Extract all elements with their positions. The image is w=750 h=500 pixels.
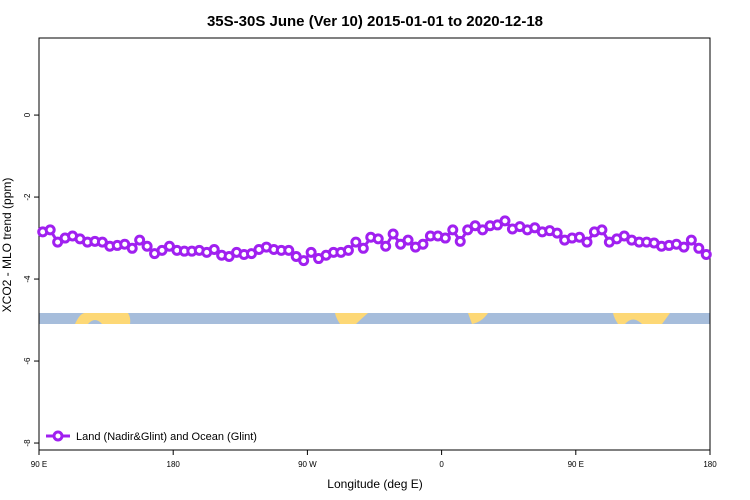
y-tick-label: -2 — [23, 193, 32, 201]
y-tick-label: -4 — [23, 275, 32, 283]
x-tick-label: 180 — [167, 460, 181, 469]
x-axis-label: Longitude (deg E) — [327, 477, 422, 491]
legend-label: Land (Nadir&Glint) and Ocean (Glint) — [76, 431, 257, 443]
plot-frame — [38, 37, 711, 451]
x-tick-label: 90 E — [568, 460, 584, 469]
point — [357, 242, 369, 254]
point — [298, 255, 310, 267]
x-tick-label: 180 — [703, 460, 717, 469]
point — [596, 224, 608, 236]
point — [44, 224, 56, 236]
point — [342, 244, 354, 256]
point — [208, 244, 220, 256]
land-ocean-strip — [39, 313, 710, 324]
y-tick-label: 0 — [23, 112, 32, 117]
point — [380, 240, 392, 252]
point — [551, 227, 563, 239]
chart-title: 35S-30S June (Ver 10) 2015-01-01 to 2020… — [207, 13, 543, 30]
point — [387, 228, 399, 240]
point — [700, 248, 712, 260]
point — [581, 236, 593, 248]
point — [141, 240, 153, 252]
point — [499, 215, 511, 227]
point — [693, 242, 705, 254]
point — [417, 238, 429, 250]
y-axis-label: XCO2 - MLO trend (ppm) — [0, 178, 14, 313]
point — [439, 232, 451, 244]
point — [454, 235, 466, 247]
point — [350, 236, 362, 248]
x-tick-label: 0 — [439, 460, 444, 469]
y-tick-label: -6 — [23, 357, 32, 365]
point — [134, 234, 146, 246]
legend-marker — [52, 430, 64, 442]
point — [402, 234, 414, 246]
point — [447, 224, 459, 236]
point — [372, 233, 384, 245]
x-tick-label: 90 W — [298, 460, 317, 469]
point — [126, 242, 138, 254]
point — [574, 231, 586, 243]
point — [678, 241, 690, 253]
point — [685, 234, 697, 246]
y-tick-label: -8 — [23, 439, 32, 447]
x-tick-label: 90 E — [31, 460, 47, 469]
point — [283, 244, 295, 256]
point — [305, 246, 317, 258]
legend: Land (Nadir&Glint) and Ocean (Glint) — [46, 430, 257, 443]
